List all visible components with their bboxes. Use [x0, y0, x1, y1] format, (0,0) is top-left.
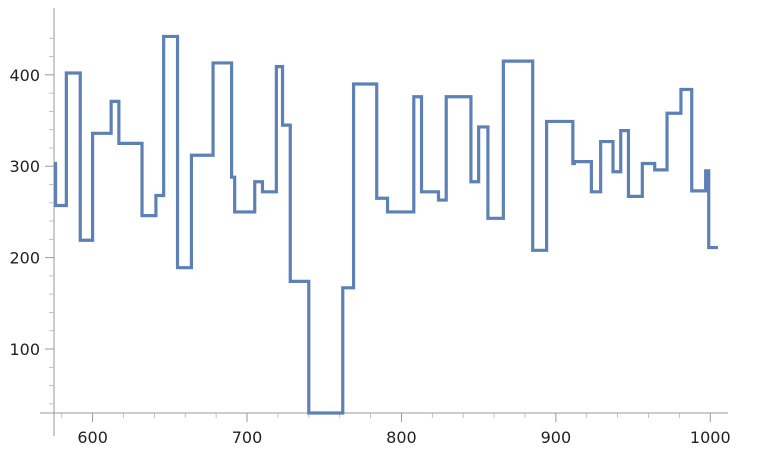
y-tick-label: 200 [9, 249, 40, 268]
y-tick-label: 100 [9, 340, 40, 359]
y-tick-label: 300 [9, 157, 40, 176]
x-tick-label: 800 [386, 428, 417, 447]
series-layer [53, 34, 718, 415]
x-tick-label: 1000 [690, 428, 731, 447]
y-tick-label: 400 [9, 66, 40, 85]
x-tick-label: 700 [232, 428, 263, 447]
x-tick-label: 900 [541, 428, 572, 447]
axes [40, 8, 728, 436]
series-line [53, 34, 718, 415]
tick-labels: 600 700 800 900 1000 100 200 300 400 [9, 66, 730, 447]
x-tick-label: 600 [77, 428, 108, 447]
